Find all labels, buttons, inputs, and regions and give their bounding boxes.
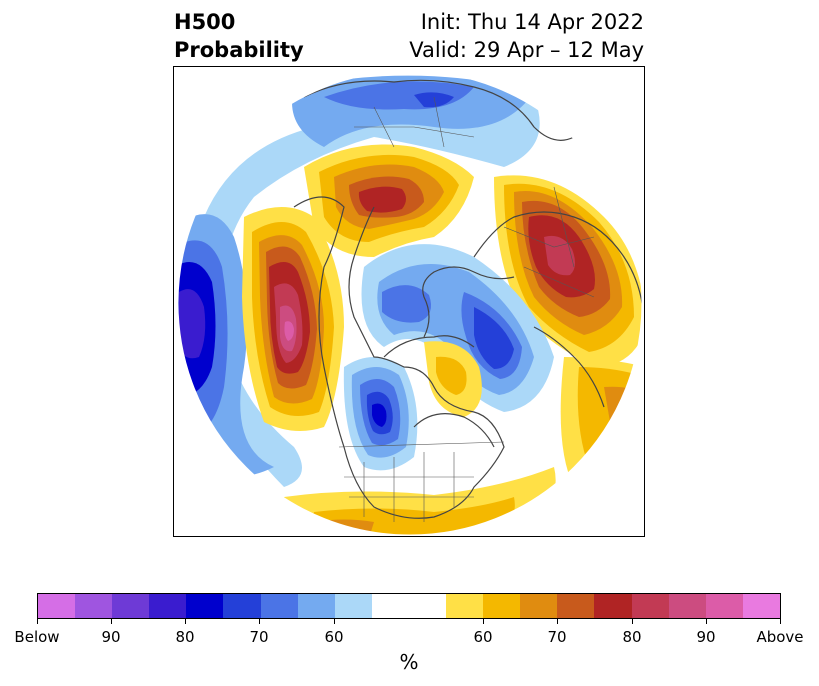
colorbar-tick-label: Below <box>14 628 60 646</box>
colorbar-units: % <box>399 650 419 674</box>
colorbar-tick <box>632 619 633 624</box>
map-contours <box>178 71 642 535</box>
colorbar-segment <box>631 594 669 618</box>
title-valid: Valid: 29 Apr – 12 May <box>409 38 644 62</box>
colorbar-segment <box>371 594 447 618</box>
title-variable: H500 <box>174 10 236 34</box>
colorbar-tick <box>483 619 484 624</box>
colorbar-segment <box>446 594 484 618</box>
colorbar-segment <box>705 594 743 618</box>
colorbar-segment <box>668 594 706 618</box>
colorbar-tick <box>185 619 186 624</box>
colorbar-tick <box>37 619 38 624</box>
colorbar-segment <box>260 594 298 618</box>
title-left: H500 Probability <box>174 8 304 64</box>
colorbar-segment <box>149 594 187 618</box>
colorbar-tick <box>334 619 335 624</box>
colorbar-segment <box>297 594 335 618</box>
title-product: Probability <box>174 38 304 62</box>
colorbar-tick <box>780 619 781 624</box>
colorbar-segment <box>594 594 632 618</box>
colorbar-tick-label: Above <box>756 628 804 646</box>
colorbar-segment <box>112 594 150 618</box>
colorbar-tick-label: 70 <box>249 628 269 646</box>
colorbar-segment <box>75 594 113 618</box>
colorbar-tick <box>557 619 558 624</box>
colorbar-segment <box>223 594 261 618</box>
colorbar-tick <box>706 619 707 624</box>
colorbar-segment <box>520 594 558 618</box>
title-right: Init: Thu 14 Apr 2022 Valid: 29 Apr – 12… <box>409 8 644 64</box>
title-init: Init: Thu 14 Apr 2022 <box>420 10 644 34</box>
colorbar-segment <box>38 594 76 618</box>
colorbar-tick-label: 70 <box>547 628 567 646</box>
borders <box>338 96 595 522</box>
colorbar-tick <box>111 619 112 624</box>
colorbar-tick-label: 60 <box>324 628 344 646</box>
colorbar-segment <box>186 594 224 618</box>
colorbar-segment <box>557 594 595 618</box>
colorbar-tick-label: 90 <box>696 628 716 646</box>
colorbar-tick-label: 60 <box>473 628 493 646</box>
colorbar-tick-label: 90 <box>101 628 121 646</box>
colorbar-tick-label: 80 <box>175 628 195 646</box>
colorbar <box>37 593 781 619</box>
map-panel <box>173 66 645 537</box>
probability-map <box>177 70 643 536</box>
colorbar-segment <box>334 594 372 618</box>
colorbar-segment <box>483 594 521 618</box>
colorbar-tick <box>259 619 260 624</box>
colorbar-segment <box>742 594 780 618</box>
colorbar-tick-label: 80 <box>622 628 642 646</box>
